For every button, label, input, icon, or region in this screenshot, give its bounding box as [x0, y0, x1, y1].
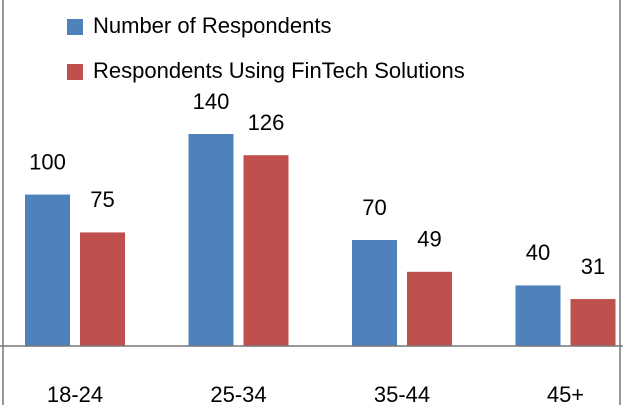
bar [25, 194, 70, 346]
data-label: 49 [417, 227, 441, 252]
x-tick-label: 18-24 [47, 382, 103, 405]
data-label: 40 [526, 240, 550, 265]
x-tick-label: 25-34 [210, 382, 266, 405]
legend-swatch [67, 64, 83, 80]
bar [515, 285, 561, 346]
data-label: 31 [581, 254, 605, 279]
data-label: 70 [362, 195, 386, 220]
bar [407, 271, 452, 346]
legend-swatch [67, 19, 83, 35]
bar [80, 232, 125, 346]
data-label: 100 [29, 149, 66, 174]
data-label: 75 [90, 187, 114, 212]
legend-label: Number of Respondents [93, 13, 331, 38]
bar [188, 134, 234, 346]
x-tick-label: 35-44 [374, 382, 430, 405]
data-label: 126 [248, 110, 285, 135]
bar [243, 155, 289, 346]
legend-label: Respondents Using FinTech Solutions [93, 58, 465, 83]
bar [352, 240, 397, 346]
bar [570, 299, 616, 346]
data-label: 140 [193, 89, 230, 114]
x-tick-label: 45+ [547, 382, 584, 405]
